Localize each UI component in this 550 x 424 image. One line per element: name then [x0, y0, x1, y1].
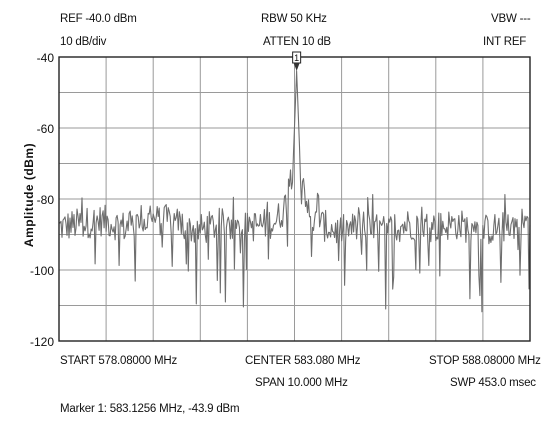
y-tick-label: -40 — [36, 51, 54, 65]
span-label: SPAN 10.000 MHz — [255, 377, 348, 389]
marker-readout: Marker 1: 583.1256 MHz, -43.9 dBm — [60, 403, 240, 415]
sweep-time-label: SWP 453.0 msec — [450, 377, 536, 389]
start-frequency-label: START 578.08000 MHz — [60, 355, 178, 367]
y-tick-label: -60 — [36, 122, 54, 136]
y-tick-label: -120 — [29, 335, 54, 349]
y-tick-label: -80 — [36, 193, 54, 207]
rbw-label: RBW 50 KHz — [261, 13, 327, 25]
marker-label: 1 — [294, 53, 299, 63]
y-tick-label: -100 — [29, 264, 54, 278]
spectrum-trace — [58, 70, 531, 313]
marker-pointer — [293, 63, 300, 71]
ref-mode-label: INT REF — [483, 36, 527, 48]
vbw-label: VBW --- — [491, 13, 531, 25]
ref-level-label: REF -40.0 dBm — [60, 13, 137, 25]
center-frequency-label: CENTER 583.080 MHz — [245, 355, 361, 367]
scale-label: 10 dB/div — [60, 36, 107, 48]
atten-label: ATTEN 10 dB — [263, 36, 331, 48]
stop-frequency-label: STOP 588.08000 MHz — [429, 355, 541, 367]
